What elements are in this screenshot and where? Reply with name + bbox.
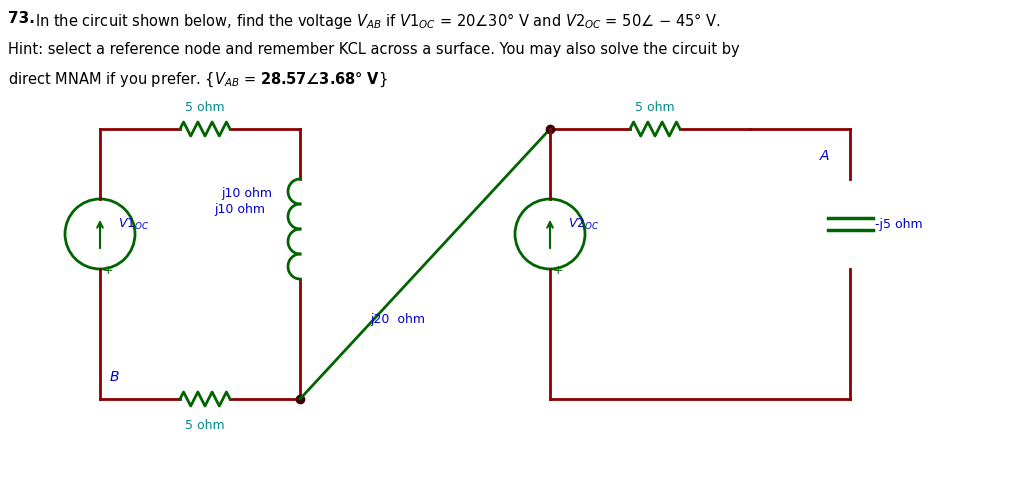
Text: Hint: select a reference node and remember KCL across a surface. You may also so: Hint: select a reference node and rememb… [8,42,739,57]
Text: j10 ohm: j10 ohm [214,203,265,216]
Text: $V1_{OC}$: $V1_{OC}$ [118,217,150,231]
Text: -j5 ohm: -j5 ohm [874,217,923,230]
Text: 73.: 73. [8,11,35,26]
Text: 5 ohm: 5 ohm [185,419,225,432]
Text: A: A [820,149,829,163]
Text: B: B [110,370,120,384]
Text: direct MNAM if you prefer. {$V_{AB}$ = $\mathbf{28.57\angle3.68°\ V}$}: direct MNAM if you prefer. {$V_{AB}$ = $… [8,71,388,90]
Text: j10 ohm: j10 ohm [221,187,272,201]
Text: j20  ohm: j20 ohm [370,312,425,326]
Text: +: + [102,264,114,277]
Text: +: + [553,264,563,277]
Text: $V2_{OC}$: $V2_{OC}$ [568,217,600,231]
Text: 5 ohm: 5 ohm [635,101,675,114]
Text: 5 ohm: 5 ohm [185,101,225,114]
Text: In the circuit shown below, find the voltage $V_{AB}$ if $V1_{OC}$ = 20$\angle$3: In the circuit shown below, find the vol… [35,11,721,31]
